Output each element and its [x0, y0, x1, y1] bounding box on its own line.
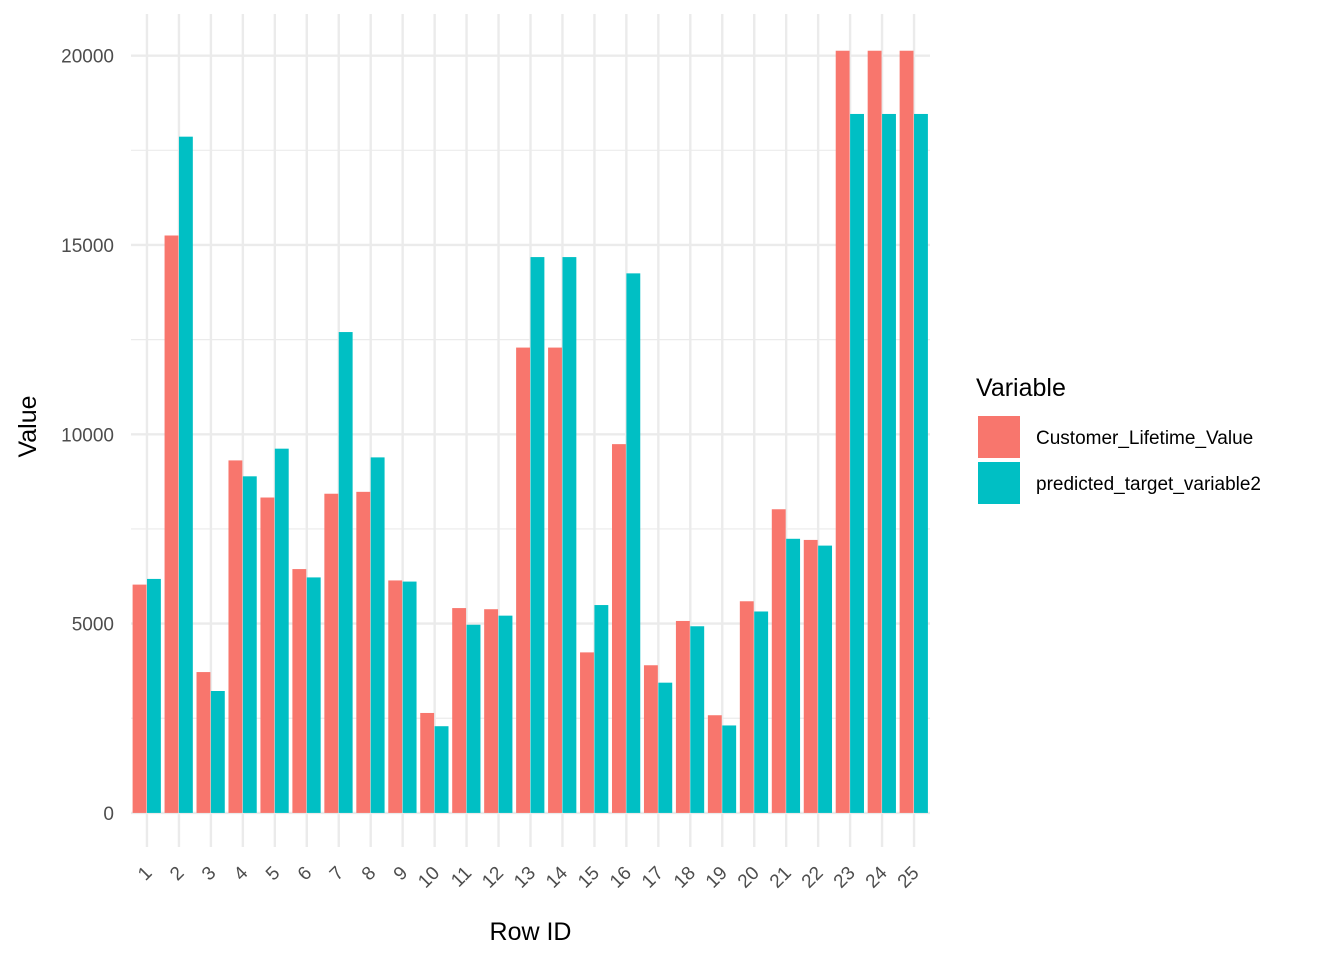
bar-customer-lifetime-value-8: [356, 491, 371, 813]
bar-predicted-target-variable2-8: [370, 457, 385, 813]
x-tick-label: 24: [862, 862, 892, 892]
y-tick-label: 5000: [72, 615, 114, 636]
legend-key-predicted-target-variable2: [978, 462, 1020, 504]
x-tick-label: 22: [798, 863, 828, 893]
bar-customer-lifetime-value-5: [260, 497, 275, 813]
bar-customer-lifetime-value-19: [707, 715, 722, 813]
x-tick-label: 15: [574, 863, 604, 893]
x-tick-label: 6: [294, 863, 316, 885]
x-axis-title: Row ID: [490, 918, 572, 946]
x-axis-ticks: 1 2 3 4 5 6 7 8 9 10 11 12 13 14 15 16 17 18 19 20 21 22 23 24 2…: [134, 862, 923, 892]
bar-customer-lifetime-value-24: [867, 50, 882, 813]
bar-customer-lifetime-value-10: [420, 712, 435, 813]
x-tick-label: 14: [542, 862, 572, 892]
bar-customer-lifetime-value-2: [164, 235, 179, 813]
bar-predicted-target-variable2-1: [146, 578, 161, 813]
bar-customer-lifetime-value-13: [516, 347, 530, 813]
bar-predicted-target-variable2-22: [818, 545, 833, 813]
bar-predicted-target-variable2-23: [850, 113, 864, 813]
bar-predicted-target-variable2-12: [498, 615, 513, 813]
x-tick-label: 4: [230, 862, 253, 885]
y-tick-label: 15000: [61, 236, 114, 257]
x-tick-label: 19: [702, 863, 732, 893]
bar-predicted-target-variable2-19: [722, 725, 737, 813]
y-tick-label: 0: [103, 804, 114, 825]
bar-predicted-target-variable2-21: [786, 538, 801, 813]
x-tick-label: 20: [734, 863, 764, 893]
bar-predicted-target-variable2-24: [882, 113, 896, 813]
x-tick-label: 18: [670, 863, 700, 893]
bar-predicted-target-variable2-17: [658, 682, 673, 813]
x-tick-label: 17: [638, 863, 668, 893]
y-axis-title: Value: [14, 395, 42, 457]
bar-customer-lifetime-value-15: [580, 652, 594, 813]
bar-customer-lifetime-value-9: [388, 580, 403, 813]
bar-customer-lifetime-value-6: [292, 569, 307, 813]
bar-customer-lifetime-value-22: [803, 539, 818, 813]
bar-predicted-target-variable2-3: [210, 691, 225, 813]
bar-predicted-target-variable2-15: [594, 605, 609, 813]
bars: [132, 50, 928, 813]
legend-label-customer-lifetime-value: Customer_Lifetime_Value: [1036, 428, 1253, 449]
bar-predicted-target-variable2-25: [914, 113, 928, 813]
bar-customer-lifetime-value-12: [484, 609, 499, 813]
bar-customer-lifetime-value-20: [739, 601, 754, 813]
bar-customer-lifetime-value-21: [771, 509, 786, 813]
bar-predicted-target-variable2-6: [306, 577, 321, 813]
x-tick-label: 25: [894, 863, 924, 893]
bar-customer-lifetime-value-11: [452, 608, 467, 813]
y-axis-ticks: 0 5000 10000 15000 20000: [61, 47, 114, 825]
bar-predicted-target-variable2-18: [690, 626, 705, 813]
x-tick-label: 5: [262, 863, 284, 885]
x-tick-label: 16: [606, 863, 636, 893]
bar-customer-lifetime-value-4: [228, 460, 243, 813]
bar-predicted-target-variable2-16: [626, 273, 641, 813]
x-tick-label: 23: [830, 863, 860, 893]
bar-predicted-target-variable2-20: [754, 611, 769, 813]
bar-predicted-target-variable2-11: [466, 624, 481, 813]
x-tick-label: 10: [414, 863, 444, 893]
bar-predicted-target-variable2-13: [530, 257, 545, 813]
legend-key-customer-lifetime-value: [978, 416, 1020, 458]
x-tick-label: 9: [390, 863, 412, 885]
x-tick-label: 11: [447, 863, 476, 892]
x-tick-label: 12: [478, 863, 508, 893]
bar-predicted-target-variable2-14: [562, 257, 577, 813]
x-tick-label: 3: [198, 863, 220, 885]
x-tick-label: 8: [358, 863, 380, 885]
legend: Variable Customer_Lifetime_Value predict…: [976, 374, 1261, 504]
x-tick-label: 7: [326, 863, 348, 885]
legend-label-predicted-target-variable2: predicted_target_variable2: [1036, 474, 1261, 495]
bar-predicted-target-variable2-2: [178, 136, 193, 813]
bar-customer-lifetime-value-18: [675, 620, 690, 813]
y-tick-label: 10000: [61, 425, 114, 446]
x-tick-label: 1: [134, 863, 156, 885]
bar-predicted-target-variable2-5: [274, 448, 289, 813]
legend-title: Variable: [976, 374, 1066, 402]
x-tick-label: 13: [510, 863, 540, 893]
bar-customer-lifetime-value-14: [548, 347, 562, 813]
bar-predicted-target-variable2-7: [338, 332, 353, 813]
bar-customer-lifetime-value-7: [324, 493, 339, 813]
bar-predicted-target-variable2-10: [434, 726, 449, 813]
bar-predicted-target-variable2-9: [402, 581, 417, 813]
bar-customer-lifetime-value-25: [899, 50, 914, 813]
x-tick-label: 2: [166, 863, 188, 885]
y-tick-label: 20000: [61, 47, 114, 68]
bar-customer-lifetime-value-3: [196, 672, 211, 813]
bar-customer-lifetime-value-23: [835, 50, 850, 813]
bar-customer-lifetime-value-1: [132, 584, 147, 813]
bar-customer-lifetime-value-17: [643, 665, 658, 813]
x-tick-label: 21: [766, 863, 796, 893]
bar-predicted-target-variable2-4: [242, 476, 257, 813]
bar-customer-lifetime-value-16: [611, 444, 626, 813]
